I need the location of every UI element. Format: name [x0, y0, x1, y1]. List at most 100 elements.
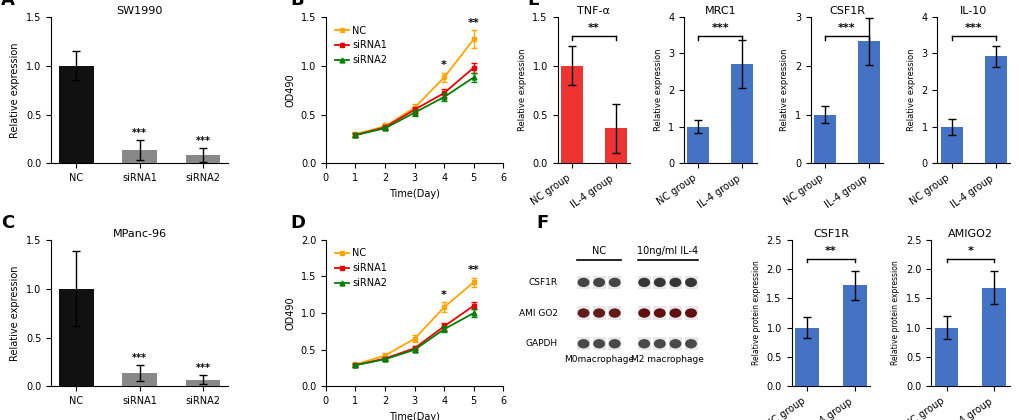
Ellipse shape: [653, 339, 665, 349]
Bar: [983, 56, 1006, 163]
Bar: [940, 127, 962, 163]
Text: E: E: [527, 0, 539, 9]
Bar: [607, 276, 621, 289]
Y-axis label: Relative expression: Relative expression: [10, 42, 20, 138]
Bar: [592, 276, 605, 289]
Text: NC: NC: [591, 247, 605, 256]
Bar: [185, 155, 220, 163]
Bar: [652, 337, 665, 350]
Bar: [592, 307, 605, 320]
Text: *: *: [441, 290, 446, 299]
siRNA2: [408, 110, 420, 115]
Bar: [59, 289, 94, 386]
Legend: NC, siRNA1, siRNA2: NC, siRNA1, siRNA2: [330, 22, 390, 69]
NC: [437, 75, 449, 80]
Text: ***: ***: [964, 23, 981, 33]
Ellipse shape: [593, 278, 604, 287]
Ellipse shape: [668, 278, 681, 287]
NC: [408, 105, 420, 110]
Bar: [684, 337, 697, 350]
Bar: [668, 337, 682, 350]
Bar: [122, 150, 157, 163]
Ellipse shape: [577, 278, 589, 287]
Bar: [577, 307, 589, 320]
Y-axis label: Relative expression: Relative expression: [518, 49, 527, 131]
Ellipse shape: [638, 308, 649, 318]
siRNA1: [467, 303, 479, 308]
siRNA2: [437, 94, 449, 100]
Text: ***: ***: [196, 136, 210, 146]
Bar: [652, 276, 665, 289]
Text: A: A: [1, 0, 15, 9]
Text: ***: ***: [132, 353, 147, 363]
Bar: [981, 288, 1005, 386]
Title: IL-10: IL-10: [959, 6, 986, 16]
Legend: NC, siRNA1, siRNA2: NC, siRNA1, siRNA2: [330, 244, 390, 292]
Y-axis label: Relative expression: Relative expression: [653, 49, 662, 131]
siRNA2: [437, 327, 449, 332]
Text: D: D: [290, 214, 305, 232]
Line: siRNA1: siRNA1: [353, 65, 476, 137]
siRNA2: [467, 310, 479, 315]
Ellipse shape: [608, 308, 621, 318]
siRNA1: [378, 125, 390, 130]
Bar: [637, 276, 650, 289]
X-axis label: Time(Day): Time(Day): [389, 412, 439, 420]
Ellipse shape: [685, 308, 696, 318]
Ellipse shape: [653, 308, 665, 318]
Y-axis label: Relative protein expression: Relative protein expression: [891, 261, 900, 365]
Line: NC: NC: [353, 37, 476, 136]
siRNA1: [437, 324, 449, 329]
Text: *: *: [966, 246, 972, 256]
Bar: [684, 307, 697, 320]
Bar: [687, 127, 708, 163]
Bar: [59, 66, 94, 163]
Bar: [122, 373, 157, 386]
NC: [408, 336, 420, 341]
Y-axis label: Relative protein expression: Relative protein expression: [751, 261, 760, 365]
Text: M0macrophage: M0macrophage: [564, 355, 634, 365]
Bar: [857, 41, 879, 163]
Bar: [637, 337, 650, 350]
Bar: [652, 307, 665, 320]
Line: siRNA2: siRNA2: [353, 75, 476, 137]
Y-axis label: OD490: OD490: [285, 296, 294, 330]
Ellipse shape: [577, 339, 589, 349]
Ellipse shape: [638, 278, 649, 287]
Bar: [813, 115, 836, 163]
Bar: [668, 307, 682, 320]
Bar: [185, 380, 220, 386]
Bar: [577, 276, 589, 289]
Text: ***: ***: [196, 363, 210, 373]
Bar: [668, 276, 682, 289]
Y-axis label: Relative expression: Relative expression: [10, 265, 20, 361]
Ellipse shape: [668, 308, 681, 318]
Bar: [842, 286, 866, 386]
Line: NC: NC: [353, 280, 476, 367]
Bar: [592, 337, 605, 350]
Bar: [577, 337, 589, 350]
Text: **: **: [824, 246, 836, 256]
Bar: [607, 307, 621, 320]
Y-axis label: Relative expression: Relative expression: [906, 49, 915, 131]
Y-axis label: Relative expression: Relative expression: [780, 49, 789, 131]
Text: **: **: [468, 18, 479, 28]
siRNA2: [408, 347, 420, 352]
Title: TNF-α: TNF-α: [577, 6, 609, 16]
Text: GAPDH: GAPDH: [525, 339, 557, 348]
siRNA2: [348, 133, 361, 138]
Text: F: F: [536, 214, 548, 232]
Ellipse shape: [685, 339, 696, 349]
Bar: [731, 64, 752, 163]
Text: ***: ***: [132, 128, 147, 138]
Ellipse shape: [593, 339, 604, 349]
siRNA2: [378, 357, 390, 362]
siRNA1: [408, 107, 420, 112]
Line: siRNA2: siRNA2: [353, 311, 476, 368]
Title: CSF1R: CSF1R: [828, 6, 864, 16]
NC: [378, 124, 390, 129]
Ellipse shape: [577, 308, 589, 318]
NC: [437, 304, 449, 310]
NC: [467, 280, 479, 285]
Bar: [684, 276, 697, 289]
